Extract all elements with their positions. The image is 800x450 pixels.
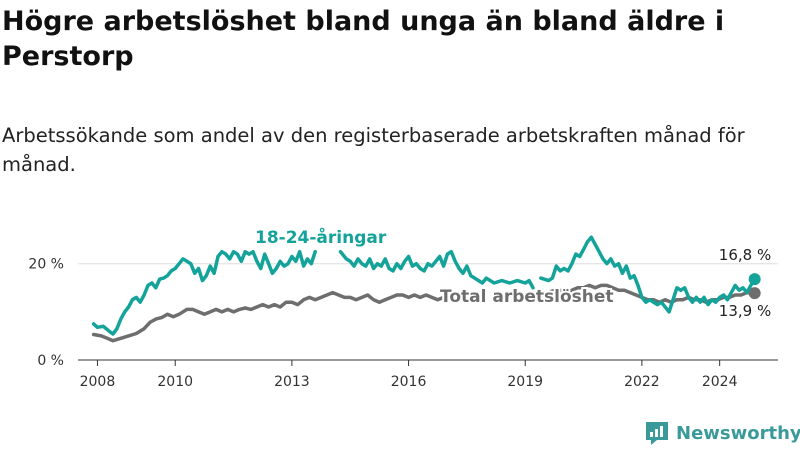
x-tick-label: 2019 bbox=[507, 374, 543, 390]
x-tick-label: 2013 bbox=[274, 374, 310, 390]
x-tick-label: 2022 bbox=[624, 374, 660, 390]
chart-subtitle: Arbetssökande som andel av den registerb… bbox=[2, 124, 745, 176]
x-tick-label: 2008 bbox=[80, 374, 116, 390]
newsworthy-logo-text: Newsworthy bbox=[676, 422, 800, 444]
x-tick-label: 2010 bbox=[157, 374, 193, 390]
series-line-total bbox=[91, 283, 757, 343]
newsworthy-logo: Newsworthy bbox=[644, 420, 800, 446]
endpoint-marker-total bbox=[748, 287, 761, 300]
series-lines bbox=[91, 235, 761, 343]
x-tick-label: 2016 bbox=[391, 374, 427, 390]
series-label-youth: 18-24-åringar bbox=[255, 226, 387, 248]
end-value-label-youth: 16,8 % bbox=[719, 246, 771, 264]
endpoint-marker-youth bbox=[748, 273, 761, 286]
x-tick-label: 2024 bbox=[702, 374, 738, 390]
series-labels: 18-24-åringar Total arbetslöshet 16,8 % 13,… bbox=[255, 226, 771, 320]
end-value-label-total: 13,9 % bbox=[719, 302, 771, 320]
x-axis-ticks: 2008 2010 2013 2016 2019 2022 2024 bbox=[80, 360, 738, 390]
chart-title: Högre arbetslöshet bland unga än bland ä… bbox=[2, 6, 725, 72]
y-tick-label: 0 % bbox=[37, 353, 64, 369]
series-line-youth bbox=[91, 235, 757, 336]
series-label-total: Total arbetslöshet bbox=[440, 287, 614, 307]
y-tick-label: 20 % bbox=[28, 257, 64, 273]
y-axis-ticks: 0 % 20 % bbox=[28, 257, 64, 369]
newsworthy-logo-icon bbox=[646, 422, 668, 445]
